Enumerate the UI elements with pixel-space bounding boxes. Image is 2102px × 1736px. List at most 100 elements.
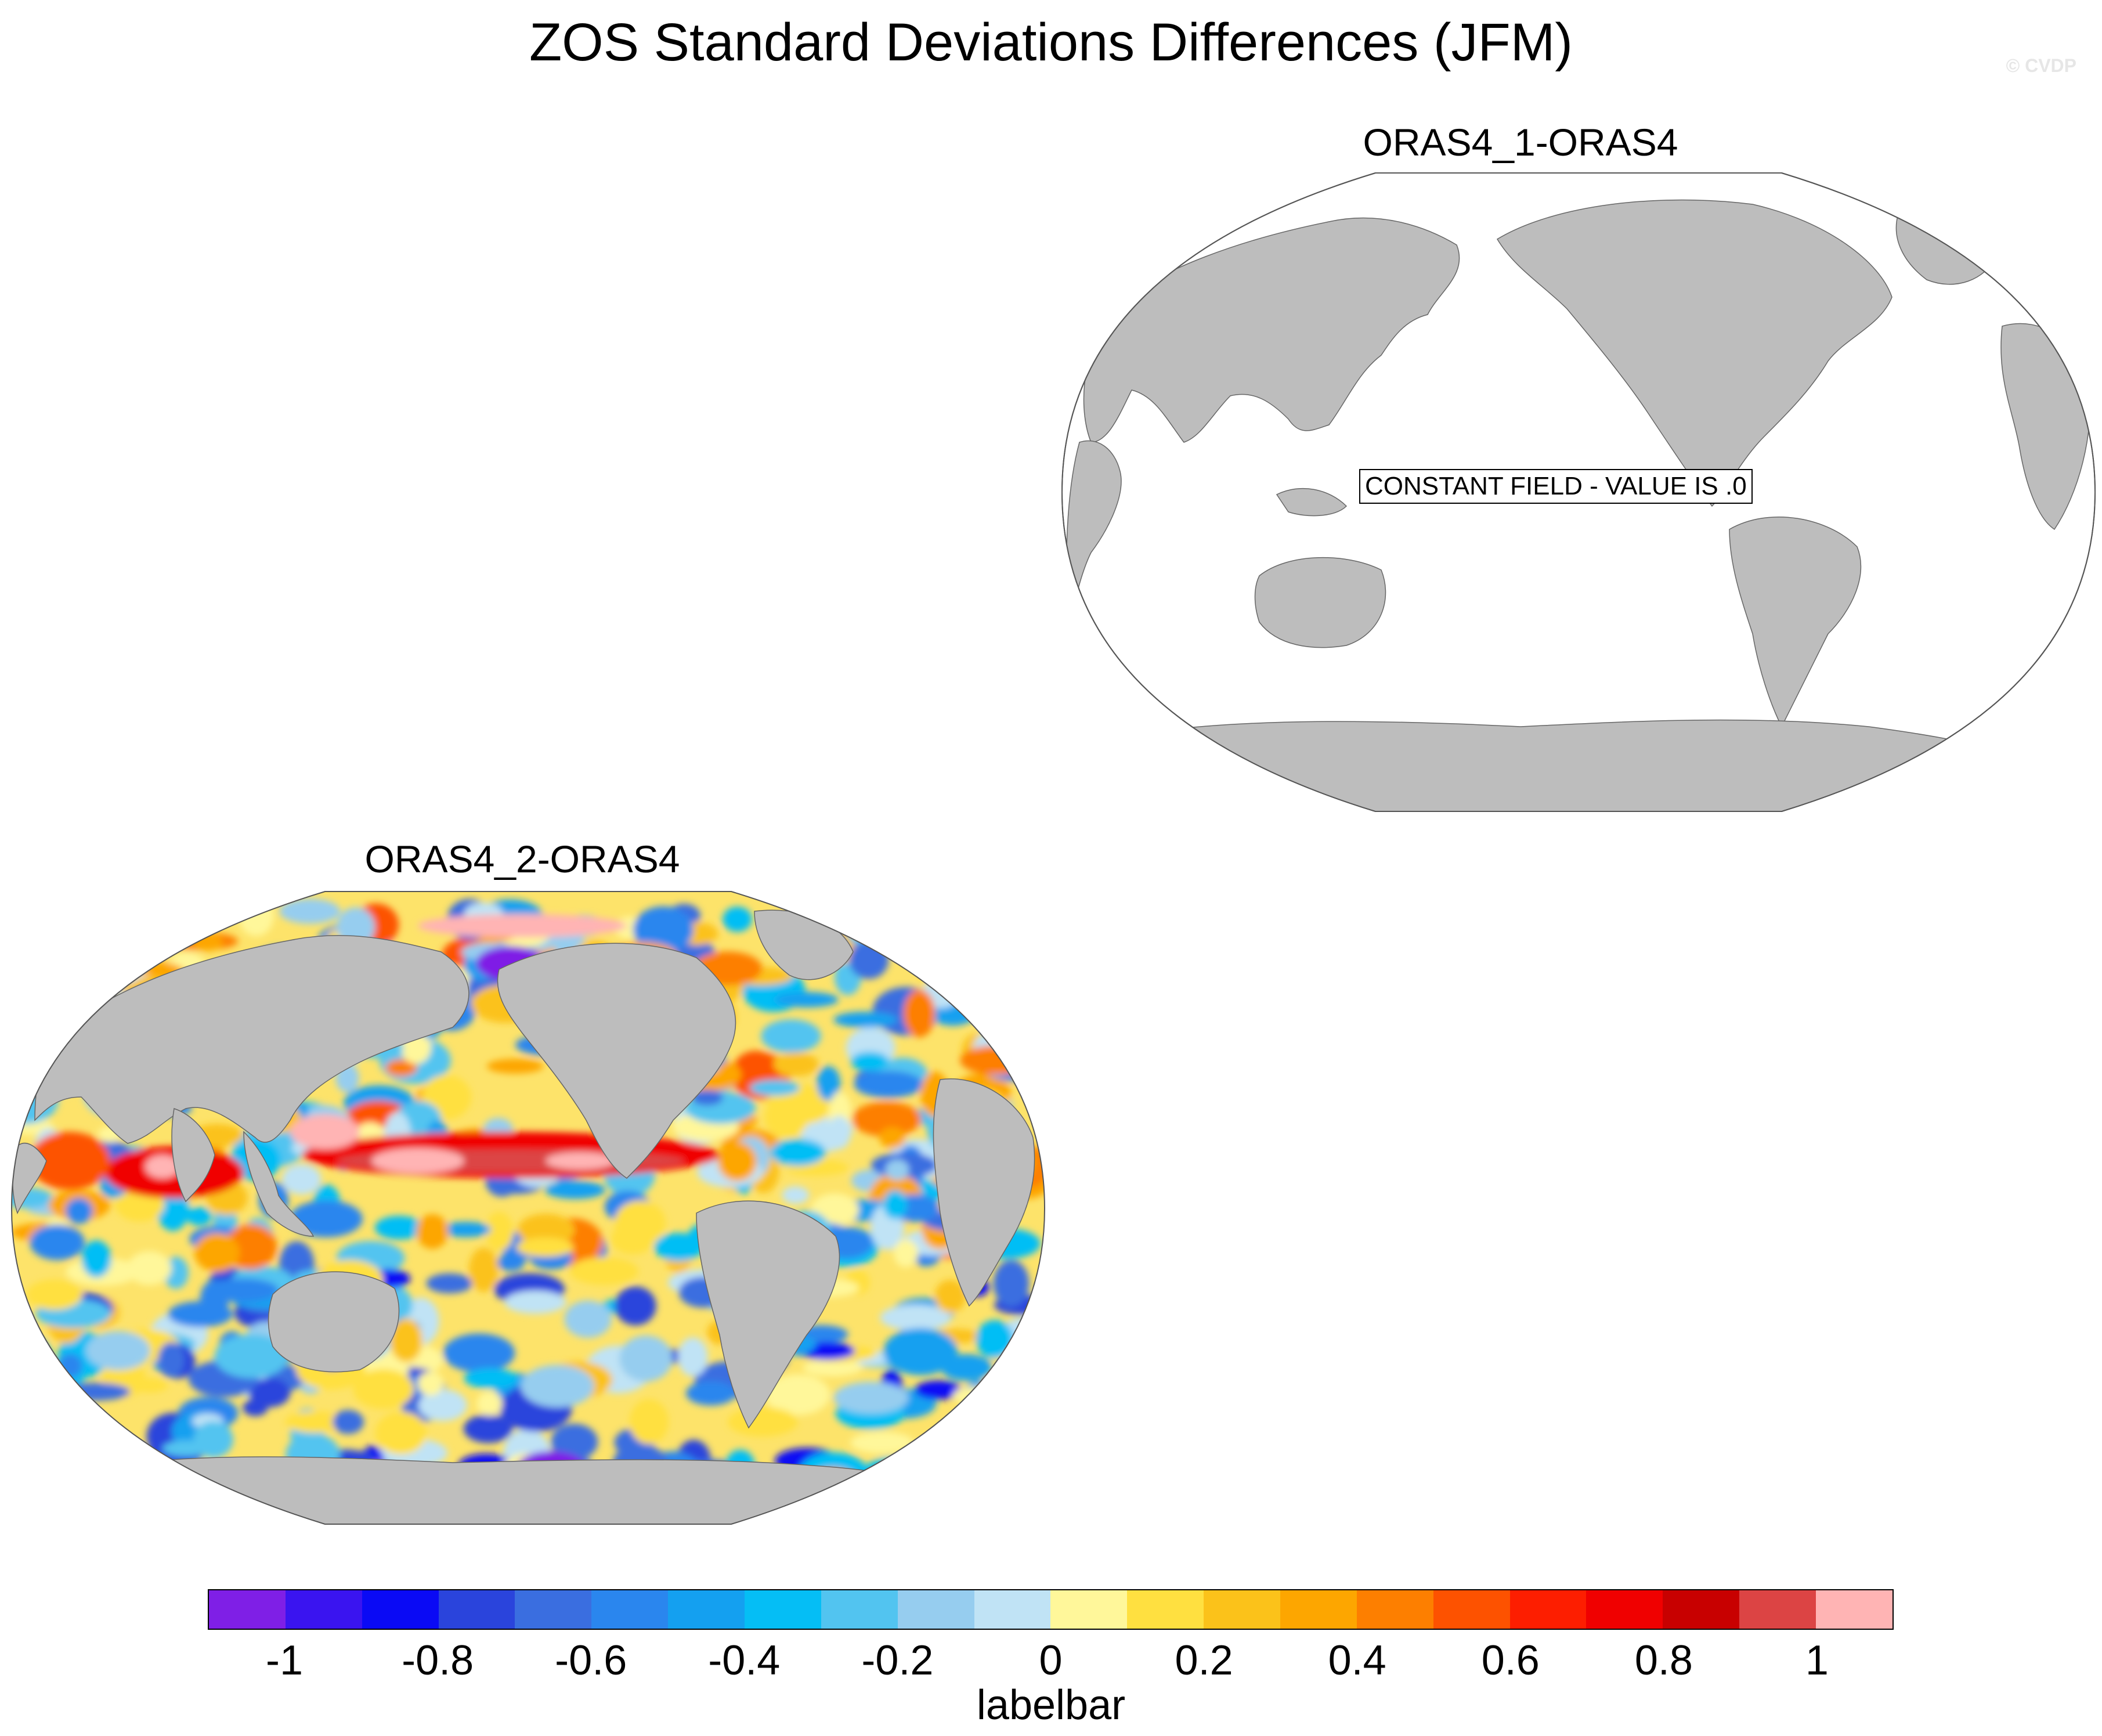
field-cell bbox=[12, 1489, 75, 1522]
field-cell bbox=[773, 1052, 819, 1077]
colorbar-swatch bbox=[897, 1590, 974, 1629]
field-cell bbox=[727, 1407, 798, 1437]
field-cell bbox=[12, 994, 79, 1029]
field-cell bbox=[854, 1071, 923, 1098]
field-cell bbox=[956, 994, 991, 1009]
colorbar-swatch bbox=[1433, 1590, 1510, 1629]
field-cell bbox=[1008, 1020, 1045, 1066]
colorbar-swatch bbox=[515, 1590, 592, 1629]
field-cell bbox=[389, 1318, 422, 1362]
field-cell bbox=[970, 1447, 1032, 1484]
field-cell bbox=[833, 1012, 898, 1028]
colorbar-tick-label: 0.2 bbox=[1175, 1637, 1233, 1684]
field-cell bbox=[440, 1222, 492, 1237]
field-cell bbox=[1014, 903, 1045, 937]
field-cell bbox=[85, 1331, 151, 1370]
field-cell bbox=[418, 1389, 467, 1421]
map2-land-australia bbox=[268, 1271, 400, 1373]
field-cell bbox=[654, 1233, 704, 1262]
colorbar-tick-label: 0.4 bbox=[1328, 1637, 1386, 1684]
field-cell bbox=[375, 1412, 427, 1455]
field-cell bbox=[993, 1259, 1030, 1307]
field-cell bbox=[100, 1466, 135, 1490]
field-cell bbox=[544, 1181, 606, 1199]
field-cell bbox=[65, 1198, 93, 1224]
field-cell bbox=[113, 1484, 147, 1499]
field-cell bbox=[960, 950, 1030, 998]
field-feature bbox=[418, 914, 627, 937]
colorbar-tick-label: 0 bbox=[1039, 1637, 1063, 1684]
constant-field-label: CONSTANT FIELD - VALUE IS .0 bbox=[1359, 469, 1753, 504]
field-cell bbox=[281, 1164, 322, 1195]
field-cell bbox=[205, 1278, 279, 1302]
colorbar-tick-label: -0.2 bbox=[861, 1637, 934, 1684]
colorbar-swatch bbox=[1739, 1590, 1816, 1629]
colorbar-swatch bbox=[362, 1590, 439, 1629]
field-cell bbox=[136, 905, 161, 936]
field-cell bbox=[12, 1354, 53, 1376]
field-cell bbox=[49, 1448, 81, 1462]
field-cell bbox=[827, 1116, 851, 1149]
field-cell bbox=[982, 1010, 1043, 1026]
panel1-title: ORAS4_1-ORAS4 bbox=[1363, 121, 1678, 164]
colorbar-swatch bbox=[591, 1590, 669, 1629]
field-cell bbox=[332, 1410, 364, 1434]
field-cell bbox=[833, 1381, 909, 1414]
field-cell bbox=[749, 1080, 800, 1096]
field-feature bbox=[29, 1132, 110, 1190]
field-cell bbox=[36, 919, 86, 946]
field-cell bbox=[35, 975, 95, 997]
field-cell bbox=[71, 1482, 108, 1521]
field-cell bbox=[960, 1045, 1034, 1075]
field-cell bbox=[883, 1328, 958, 1376]
field-cell bbox=[848, 940, 889, 979]
figure-title: ZOS Standard Deviations Differences (JFM… bbox=[529, 13, 1573, 72]
field-cell bbox=[851, 1101, 922, 1137]
colorbar-swatch bbox=[1280, 1590, 1357, 1629]
field-feature bbox=[371, 1148, 464, 1174]
map-panel-oras4-1 bbox=[1061, 172, 2096, 812]
field-cell bbox=[723, 907, 753, 932]
field-cell bbox=[633, 906, 694, 954]
field-cell bbox=[686, 1381, 736, 1406]
map1-land-seasia bbox=[1276, 488, 1348, 517]
colorbar-swatch bbox=[1586, 1590, 1663, 1629]
field-cell bbox=[127, 1251, 172, 1286]
field-cell bbox=[279, 898, 341, 924]
field-cell bbox=[976, 1320, 1014, 1359]
map-panel-oras4-2 bbox=[10, 891, 1046, 1525]
field-cell bbox=[353, 1369, 414, 1409]
field-cell bbox=[85, 921, 144, 958]
credit-watermark: © CVDP bbox=[2006, 55, 2076, 76]
field-cell bbox=[521, 1365, 594, 1407]
colorbar-swatch bbox=[1050, 1590, 1128, 1629]
field-cell bbox=[186, 1207, 212, 1226]
field-cell bbox=[58, 1354, 83, 1378]
colorbar-tick-label: 0.8 bbox=[1634, 1637, 1693, 1684]
field-cell bbox=[443, 1333, 515, 1373]
colorbar-tick-label: 0.6 bbox=[1481, 1637, 1540, 1684]
field-cell bbox=[486, 1059, 544, 1074]
field-cell bbox=[879, 1127, 906, 1149]
field-cell bbox=[497, 1254, 525, 1271]
colorbar-swatch bbox=[1663, 1590, 1740, 1629]
map2-land-eurasia bbox=[34, 934, 469, 1144]
map2-land-india bbox=[171, 1108, 215, 1203]
field-cell bbox=[774, 991, 839, 1008]
field-cell bbox=[504, 1290, 566, 1314]
field-cell bbox=[49, 1013, 75, 1040]
field-cell bbox=[915, 1380, 962, 1400]
field-cell bbox=[629, 1399, 669, 1445]
field-cell bbox=[26, 1279, 82, 1310]
field-feature bbox=[290, 1114, 360, 1149]
field-cell bbox=[862, 1457, 926, 1491]
field-cell bbox=[817, 1066, 840, 1101]
field-cell bbox=[678, 1337, 708, 1377]
colorbar-swatch bbox=[1127, 1590, 1204, 1629]
colorbar-tick-label: -1 bbox=[266, 1637, 304, 1684]
field-cell bbox=[564, 1300, 612, 1338]
map2-land-southamerica bbox=[696, 1200, 840, 1429]
field-cell bbox=[717, 1142, 757, 1181]
field-cell bbox=[934, 1279, 966, 1313]
field-cell bbox=[214, 1334, 289, 1378]
